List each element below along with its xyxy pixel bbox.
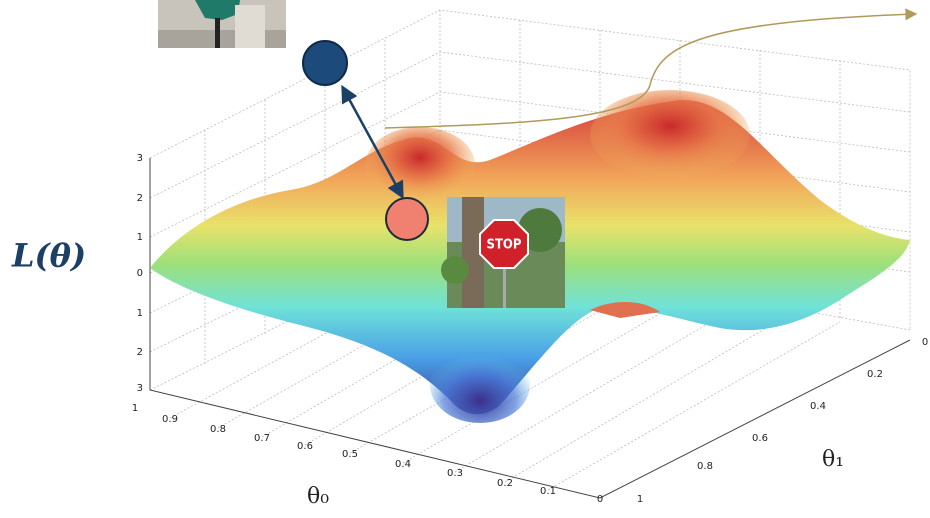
x-tick-label: 0.9 — [162, 414, 178, 425]
z-tick-label: 2 — [137, 193, 143, 204]
y-tick-label: 0.8 — [697, 461, 713, 472]
y-tick-label: 0.6 — [752, 433, 768, 444]
x-tick-label: 0.6 — [297, 441, 313, 452]
y-tick-label: 0.4 — [810, 401, 826, 412]
z-tick-label: 2 — [137, 347, 143, 358]
x-tick-label: 1 — [132, 403, 138, 414]
z-axis-label: L(θ) — [11, 237, 86, 275]
z-tick-label: 3 — [137, 383, 143, 394]
y-tick-label: 1 — [637, 494, 643, 505]
y-axis-label: θ₁ — [822, 447, 844, 472]
x-tick-label: 0.8 — [210, 424, 226, 435]
y-tick-label: 0.2 — [867, 369, 883, 380]
x-tick-label: 0.1 — [540, 486, 556, 497]
z-tick-label: 0 — [137, 268, 143, 279]
figure: STOP L(θ) θ₀ θ₁ 3 2 1 0 1 2 3 1 0.9 0.8 0.7 0.6 0.5 0… — [0, 0, 930, 518]
z-tick-label: 3 — [137, 153, 143, 164]
x-tick-label: 0.4 — [395, 459, 411, 470]
x-tick-label: 0 — [597, 494, 603, 505]
z-tick-label: 1 — [137, 232, 143, 243]
x-tick-label: 0.2 — [497, 478, 513, 489]
x-tick-label: 0.3 — [447, 468, 463, 479]
stop-text: STOP — [487, 238, 522, 253]
y-tick-label: 0 — [922, 337, 928, 348]
x-axis-label: θ₀ — [307, 484, 329, 509]
x-tick-label: 0.7 — [254, 433, 270, 444]
perturbed-point — [386, 198, 428, 240]
x-tick-label: 0.5 — [342, 449, 358, 460]
stop-sign-photo: STOP — [441, 197, 565, 308]
z-tick-label: 1 — [137, 308, 143, 319]
top-left-photo — [158, 0, 286, 48]
original-point — [303, 41, 347, 85]
